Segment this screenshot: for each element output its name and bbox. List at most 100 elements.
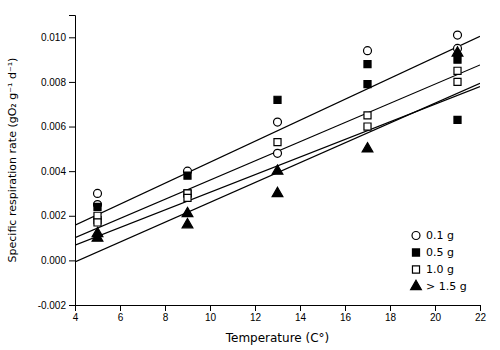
- point: [364, 112, 371, 119]
- legend-symbol: [412, 249, 419, 256]
- y-axis-tick-label: 0.002: [41, 210, 66, 221]
- x-axis-tick-mark: [165, 305, 166, 311]
- y-axis-tick-label: 0.000: [41, 255, 66, 266]
- x-axis-tick-label: 10: [205, 312, 217, 323]
- y-axis-tick-mark: [69, 127, 75, 128]
- legend-item: 0.1 g: [412, 229, 454, 242]
- x-axis-tick: 18: [385, 305, 397, 323]
- regression-line: [75, 65, 480, 238]
- y-axis-tick-mark: [69, 37, 75, 38]
- point: [94, 189, 102, 197]
- x-axis-tick-label: 22: [475, 312, 487, 323]
- x-axis-tick: 4: [73, 305, 79, 323]
- y-axis-line: [69, 16, 76, 306]
- y-axis-tick-mark: [69, 260, 75, 261]
- legend-label: 0.5 g: [426, 246, 454, 259]
- x-axis-tick-label: 12: [250, 312, 262, 323]
- point: [94, 203, 101, 210]
- y-axis-tick: -0.002: [38, 300, 75, 311]
- y-axis-tick-mark: [69, 171, 75, 172]
- y-axis-tick: 0.004: [41, 166, 75, 177]
- x-axis-tick-mark: [120, 305, 121, 311]
- point: [184, 172, 191, 179]
- legend-symbol: [412, 232, 420, 240]
- point: [454, 116, 461, 123]
- legend: 0.1 g 0.5 g 1.0 g > 1.5 g: [411, 229, 467, 293]
- y-axis: -0.0020.0000.0020.0040.0060.0080.010: [38, 16, 76, 311]
- point: [274, 139, 281, 146]
- x-axis-tick-label: 20: [430, 312, 442, 323]
- regression-line: [75, 36, 480, 225]
- point: [274, 96, 281, 103]
- x-axis-tick-mark: [255, 305, 256, 311]
- point: [272, 165, 283, 174]
- legend-symbol: [412, 266, 419, 273]
- legend-item: 0.5 g: [412, 246, 454, 259]
- x-axis-tick-mark: [300, 305, 301, 311]
- legend-label: 1.0 g: [426, 263, 454, 276]
- x-axis-tick-mark: [345, 305, 346, 311]
- y-axis-tick: 0.002: [41, 210, 75, 221]
- x-axis-tick: 20: [430, 305, 442, 323]
- y-axis-tick-mark: [69, 82, 75, 83]
- legend-label: > 1.5 g: [426, 280, 467, 293]
- point: [364, 81, 371, 88]
- y-axis-tick-label: 0.006: [41, 121, 66, 132]
- x-axis-tick: 6: [118, 305, 124, 323]
- series-points: [94, 67, 461, 226]
- legend-symbol: [411, 280, 422, 289]
- x-axis-tick-mark: [435, 305, 436, 311]
- point: [362, 143, 373, 152]
- y-axis-tick: 0.000: [41, 255, 75, 266]
- x-axis-line: [76, 306, 481, 312]
- x-axis-title: Temperature (C°): [225, 331, 330, 345]
- x-axis: 4 6 8 10 12 14 16 18 20 22: [73, 305, 487, 323]
- x-axis-tick: 12: [250, 305, 262, 323]
- point: [364, 47, 372, 55]
- point: [184, 194, 191, 201]
- x-axis-tick-label: 18: [385, 312, 397, 323]
- x-axis-tick: 8: [163, 305, 169, 323]
- y-axis-tick: 0.010: [41, 32, 75, 43]
- plot: 4 6 8 10 12 14 16 18 20 22 -0.002 0.000 0.002 0.004 0.…: [38, 16, 487, 324]
- x-axis-tick-mark: [390, 305, 391, 311]
- x-axis-tick-label: 8: [163, 312, 169, 323]
- x-axis-tick-label: 4: [73, 312, 79, 323]
- point: [272, 187, 283, 196]
- point: [274, 149, 282, 157]
- point: [94, 212, 101, 219]
- x-axis-tick: 14: [295, 305, 307, 323]
- point: [364, 123, 371, 130]
- x-axis-tick-label: 6: [118, 312, 124, 323]
- series-points: [94, 56, 461, 224]
- point: [364, 61, 371, 68]
- y-axis-tick-mark: [69, 216, 75, 217]
- point: [92, 227, 103, 236]
- y-axis-tick-label: -0.002: [38, 300, 67, 311]
- y-axis-tick: 0.006: [41, 121, 75, 132]
- y-axis-tick-label: 0.010: [41, 32, 66, 43]
- point: [454, 67, 461, 74]
- x-axis-tick: 16: [340, 305, 352, 323]
- x-axis-tick-label: 16: [340, 312, 352, 323]
- legend-item: 1.0 g: [412, 263, 454, 276]
- legend-item: > 1.5 g: [411, 280, 467, 293]
- x-axis-tick-mark: [210, 305, 211, 311]
- legend-label: 0.1 g: [426, 229, 454, 242]
- x-axis-tick: 22: [475, 305, 487, 323]
- y-axis-title: Specific respiration rate (gO₂ g⁻¹ d⁻¹): [6, 58, 19, 263]
- y-axis-tick-mark: [69, 305, 75, 306]
- point: [182, 218, 193, 227]
- point: [182, 207, 193, 216]
- marks: [75, 31, 480, 262]
- series-points: [92, 47, 463, 241]
- point: [454, 56, 461, 63]
- chart: 4 6 8 10 12 14 16 18 20 22 -0.002 0.000 0.002 0.004 0.…: [0, 0, 500, 350]
- point: [94, 219, 101, 226]
- x-axis-tick-mark: [480, 305, 481, 311]
- point: [452, 47, 463, 56]
- x-axis-tick: 10: [205, 305, 217, 323]
- point: [454, 31, 462, 39]
- point: [274, 118, 282, 126]
- regression-line: [75, 83, 480, 262]
